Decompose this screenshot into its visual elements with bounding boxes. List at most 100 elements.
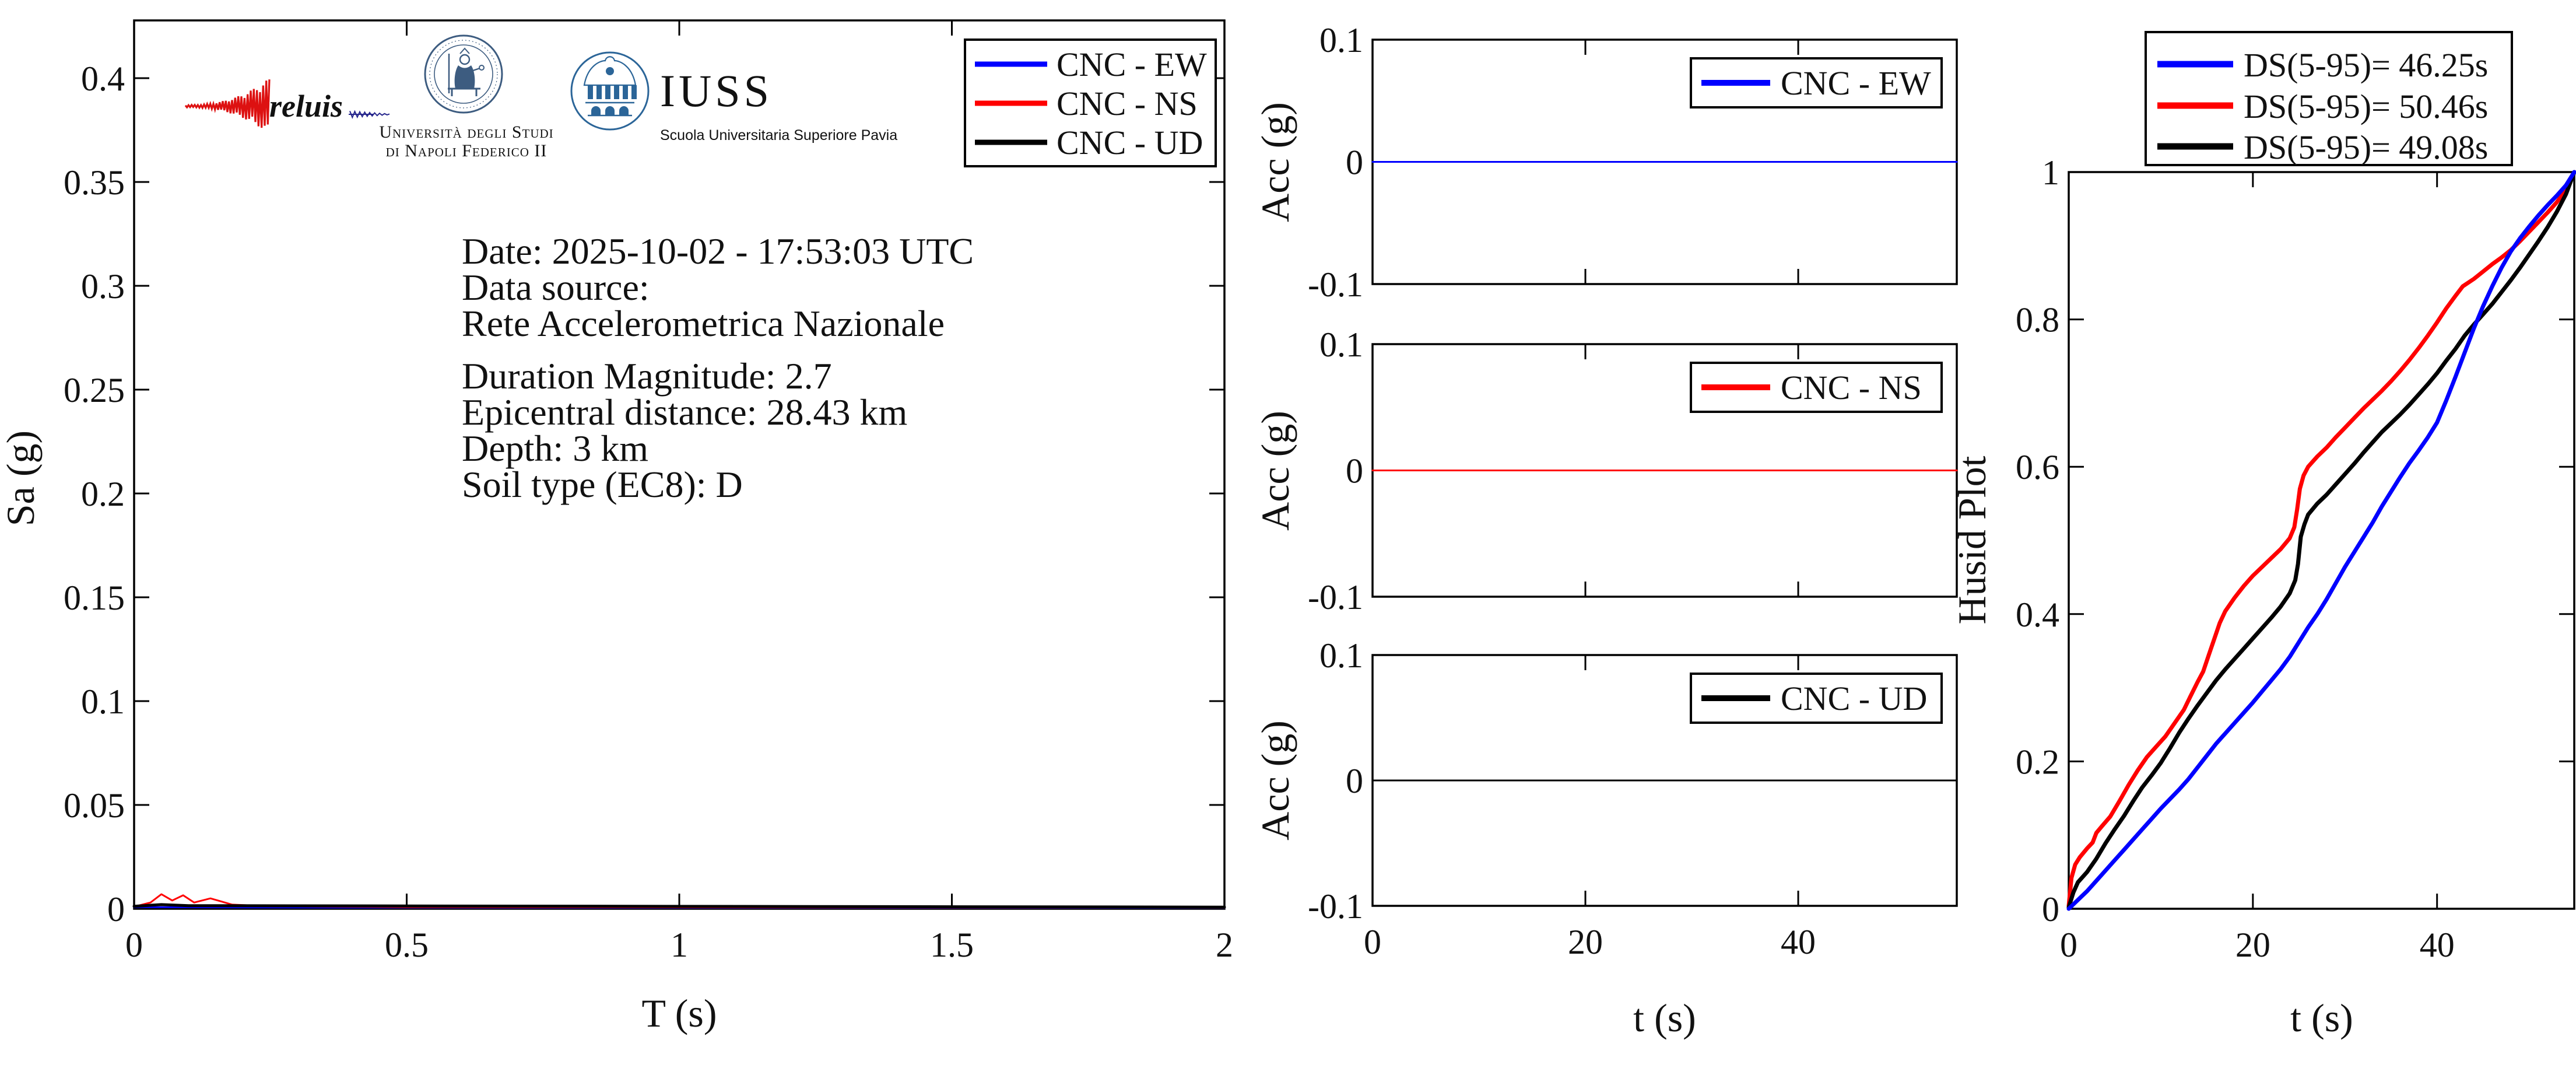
acc-ew-legend-label: CNC - EW: [1781, 64, 1931, 102]
iuss-column-icon: [596, 85, 602, 99]
iuss-column-icon: [631, 85, 637, 99]
seal-crown-icon: [459, 47, 470, 54]
reluis-waveform-icon: [184, 79, 271, 128]
y-tick-label: 1: [2042, 153, 2059, 192]
unina-caption-line1: Università degli Studi: [379, 122, 553, 142]
seismogram-trace-icon: [184, 79, 271, 128]
acc-ew-panel: -0.1 0 0.1: [1308, 21, 1958, 304]
info-soil-type: Soil type (EC8): D: [462, 464, 743, 505]
unina-logo: [424, 34, 503, 114]
husid-ylabel: Husid Plot: [1950, 456, 1994, 624]
y-tick-label: 0.1: [81, 682, 125, 721]
y-tick-label: 0.2: [81, 475, 125, 513]
x-tick-label: 0: [2060, 926, 2077, 964]
y-tick-label: 0: [1346, 452, 1363, 491]
husid-legend-box: [2145, 31, 2513, 166]
x-tick-label: 40: [2420, 926, 2455, 964]
y-tick-label: -0.1: [1308, 887, 1363, 926]
iuss-window-icon: [606, 67, 614, 75]
y-tick-label: 0.15: [64, 579, 125, 617]
y-tick-label: 0.1: [1319, 636, 1363, 675]
y-tick-label: 0.4: [2016, 596, 2059, 634]
husid-legend: DS(5-95)= 46.25s DS(5-95)= 50.46s DS(5-9…: [2145, 31, 2513, 166]
info-network: Rete Accelerometrica Nazionale: [462, 303, 945, 344]
y-tick-label: 0.1: [1319, 325, 1363, 364]
y-tick-label: 0.3: [81, 267, 125, 306]
y-tick-label: 0.2: [2016, 743, 2059, 781]
acc-ud-legend: CNC - UD: [1690, 673, 1943, 724]
event-info-block: Date: 2025-10-02 - 17:53:03 UTC Data sou…: [462, 230, 974, 505]
x-tick-label: 1.5: [930, 926, 974, 964]
y-tick-label: 0.8: [2016, 301, 2059, 339]
x-tick-label: 20: [2235, 926, 2270, 964]
husid-legend-label-ew: DS(5-95)= 46.25s: [2244, 46, 2488, 84]
seal-robe-icon: [454, 65, 475, 89]
x-tick-label: 40: [1781, 923, 1816, 961]
y-tick-label: 0: [107, 890, 125, 929]
y-tick-label: 0.6: [2016, 448, 2059, 486]
y-tick-label: 0.35: [64, 163, 125, 202]
spectrum-ylabel: Sa (g): [0, 430, 43, 526]
acc-ew-legend: CNC - EW: [1690, 57, 1943, 108]
husid-legend-label-ns: DS(5-95)= 50.46s: [2244, 87, 2488, 125]
seal-orb-icon: [479, 65, 485, 71]
iuss-wordmark: IUSS: [660, 65, 773, 116]
acc-ns-legend: CNC - NS: [1690, 362, 1943, 413]
info-depth: Depth: 3 km: [462, 428, 648, 469]
acc-ns-legend-label: CNC - NS: [1781, 369, 1922, 407]
acc-ud-legend-label: CNC - UD: [1781, 680, 1927, 717]
acc-xlabel: t (s): [1633, 996, 1696, 1040]
acc-ew-ylabel: Acc (g): [1253, 102, 1297, 222]
reluis-tail-squiggle: [349, 110, 390, 119]
legend-label-ns: CNC - NS: [1057, 85, 1198, 122]
acc-ns-panel: -0.1 0 0.1: [1308, 325, 1958, 617]
reluis-logo: reluis: [184, 79, 390, 128]
info-magnitude: Duration Magnitude: 2.7: [462, 355, 832, 397]
y-tick-label: 0.05: [64, 786, 125, 825]
acc-ud-ylabel: Acc (g): [1253, 720, 1297, 841]
unina-caption-line2: di Napoli Federico II: [386, 141, 548, 160]
series-CNC - UD: [132, 903, 1226, 909]
y-tick-label: -0.1: [1308, 578, 1363, 617]
iuss-column-icon: [614, 85, 619, 99]
x-tick-label: 1: [671, 926, 688, 964]
series-DS(5-95)= 50.46s: [2066, 170, 2576, 908]
series-DS(5-95)= 49.08s: [2066, 170, 2576, 909]
iuss-arch-icon: [619, 106, 629, 115]
response-spectrum-panel: 0 0.5 1 1.5 2 0 0.05 0.1 0.15 0.2 0.25 0.3 0.35 0.4: [64, 19, 1233, 964]
series-DS(5-95)= 46.25s: [2066, 170, 2576, 911]
iuss-arch-icon: [605, 106, 615, 115]
info-datasource: Data source:: [462, 267, 650, 308]
acc-ns-ylabel: Acc (g): [1253, 411, 1297, 531]
y-tick-label: 0.4: [81, 59, 125, 98]
info-epicentral-distance: Epicentral distance: 28.43 km: [462, 391, 907, 433]
iuss-caption: Scuola Universitaria Superiore Pavia: [660, 127, 897, 143]
reluis-tail-icon: [349, 110, 390, 119]
spectrum-xlabel: T (s): [641, 991, 717, 1035]
x-tick-label: 0: [125, 926, 143, 964]
acc-ud-panel: 0 20 40-0.100.1: [1308, 636, 1958, 961]
seal-arm-icon: [471, 67, 480, 72]
husid-panel: 0 20 40 0 0.2 0.4 0.6 0.8 1: [2016, 153, 2576, 964]
axes-box: [2068, 171, 2575, 910]
y-tick-label: 0.1: [1319, 21, 1363, 59]
y-tick-label: 0: [1346, 143, 1363, 182]
acc-ud-legend-box: [1690, 673, 1943, 724]
seal-head-icon: [459, 54, 471, 65]
y-tick-label: -0.1: [1308, 265, 1363, 304]
x-tick-label: 2: [1216, 926, 1233, 964]
y-tick-label: 0.25: [64, 371, 125, 409]
x-tick-label: 0.5: [385, 926, 429, 964]
husid-xlabel: t (s): [2290, 996, 2353, 1040]
iuss-column-icon: [623, 85, 628, 99]
reluis-wordmark: reluis: [269, 89, 343, 124]
iuss-pediment-icon: [583, 56, 637, 86]
iuss-column-icon: [588, 85, 593, 99]
iuss-logo: [570, 51, 650, 131]
info-date: Date: 2025-10-02 - 17:53:03 UTC: [462, 230, 974, 272]
y-tick-label: 0: [1346, 762, 1363, 800]
legend-label-ud: CNC - UD: [1057, 124, 1203, 162]
x-tick-label: 0: [1364, 923, 1381, 961]
unina-seal-inner-ring-icon: [434, 44, 493, 104]
unina-seal-text-ring-icon: [429, 40, 498, 108]
